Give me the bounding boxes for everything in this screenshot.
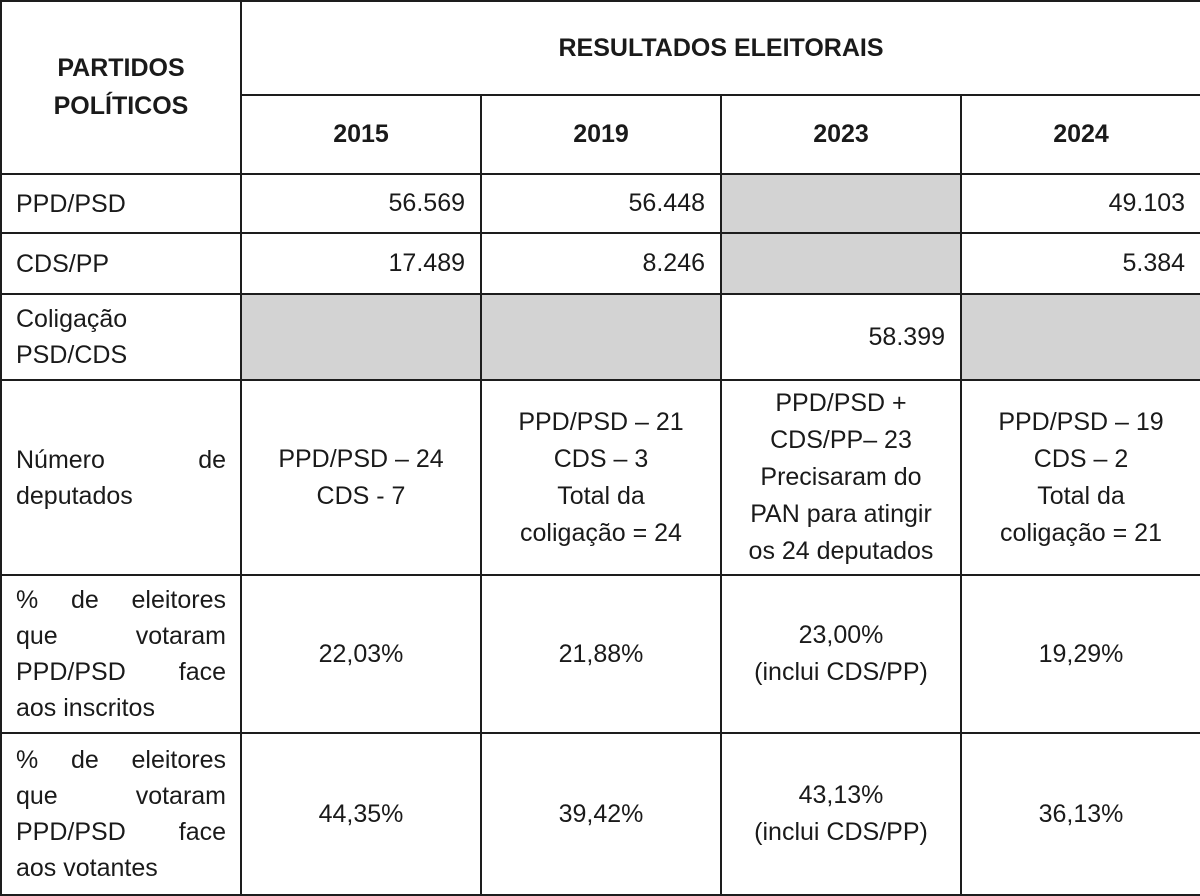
cell-cds-pp-2015: 17.489 bbox=[240, 232, 482, 295]
cell-pct-votantes-2023: 43,13% (inclui CDS/PP) bbox=[720, 732, 962, 896]
row-label-numero-deputados: Número de deputados bbox=[0, 379, 242, 576]
cell-deputados-2024: PPD/PSD – 19 CDS – 2 Total da coligação … bbox=[959, 379, 1200, 576]
cell-coligacao-2023: 58.399 bbox=[720, 293, 962, 381]
cell-deputados-2015: PPD/PSD – 24 CDS - 7 bbox=[240, 379, 482, 576]
header-year-2015: 2015 bbox=[240, 94, 482, 175]
table-row-ppd-psd: PPD/PSD 56.569 56.448 49.103 bbox=[0, 173, 1200, 234]
cell-pct-inscritos-2024: 19,29% bbox=[959, 574, 1200, 734]
row-label-coligacao: Coligação PSD/CDS bbox=[0, 293, 242, 381]
cell-ppd-psd-2024: 49.103 bbox=[959, 173, 1200, 234]
header-partidos-politicos: PARTIDOS POLÍTICOS bbox=[0, 0, 242, 175]
table-row-pct-votantes: % de eleitores que votaram PPD/PSD face aos… bbox=[0, 732, 1200, 896]
cell-coligacao-2015-shaded bbox=[240, 293, 482, 381]
cell-ppd-psd-2023-shaded bbox=[720, 173, 962, 234]
table-row-coligacao: Coligação PSD/CDS 58.399 bbox=[0, 293, 1200, 381]
row-label-ppd-psd: PPD/PSD bbox=[0, 173, 242, 234]
cell-pct-votantes-2024: 36,13% bbox=[959, 732, 1200, 896]
header-resultados-eleitorais: RESULTADOS ELEITORAIS bbox=[239, 0, 1200, 97]
cell-cds-pp-2024: 5.384 bbox=[959, 232, 1200, 295]
table-row-numero-deputados: Número de deputados PPD/PSD – 24 CDS - 7 … bbox=[0, 379, 1200, 576]
cell-deputados-2019: PPD/PSD – 21 CDS – 3 Total da coligação … bbox=[480, 379, 722, 576]
table-row-pct-inscritos: % de eleitores que votaram PPD/PSD face aos… bbox=[0, 574, 1200, 734]
header-year-2024: 2024 bbox=[959, 94, 1200, 175]
cell-ppd-psd-2019: 56.448 bbox=[480, 173, 722, 234]
header-year-2019: 2019 bbox=[480, 94, 722, 175]
cell-cds-pp-2019: 8.246 bbox=[480, 232, 722, 295]
row-label-cds-pp: CDS/PP bbox=[0, 232, 242, 295]
table-row-cds-pp: CDS/PP 17.489 8.246 5.384 bbox=[0, 232, 1200, 295]
cell-pct-votantes-2015: 44,35% bbox=[240, 732, 482, 896]
header-year-2023: 2023 bbox=[720, 94, 962, 175]
cell-pct-votantes-2019: 39,42% bbox=[480, 732, 722, 896]
cell-coligacao-2019-shaded bbox=[480, 293, 722, 381]
cell-pct-inscritos-2023: 23,00% (inclui CDS/PP) bbox=[720, 574, 962, 734]
cell-pct-inscritos-2019: 21,88% bbox=[480, 574, 722, 734]
row-label-pct-votantes: % de eleitores que votaram PPD/PSD face aos… bbox=[0, 732, 242, 896]
cell-pct-inscritos-2015: 22,03% bbox=[240, 574, 482, 734]
cell-ppd-psd-2015: 56.569 bbox=[240, 173, 482, 234]
cell-cds-pp-2023-shaded bbox=[720, 232, 962, 295]
cell-deputados-2023: PPD/PSD + CDS/PP– 23 Precisaram do PAN p… bbox=[720, 379, 962, 576]
cell-coligacao-2024-shaded bbox=[959, 293, 1200, 381]
row-label-pct-inscritos: % de eleitores que votaram PPD/PSD face aos… bbox=[0, 574, 242, 734]
